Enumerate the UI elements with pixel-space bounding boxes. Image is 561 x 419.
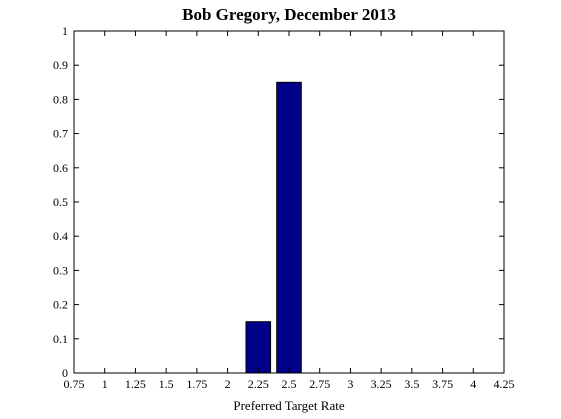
x-tick-label: 3.5: [404, 377, 419, 391]
y-tick-label: 0.6: [53, 161, 68, 175]
x-tick-label: 1.75: [186, 377, 207, 391]
y-tick-label: 0: [62, 366, 68, 380]
x-tick-label: 2: [225, 377, 231, 391]
x-tick-label: 2.5: [282, 377, 297, 391]
x-tick-label: 2.25: [248, 377, 269, 391]
y-tick-label: 0.3: [53, 263, 68, 277]
x-tick-label: 1.25: [125, 377, 146, 391]
x-tick-label: 3.75: [432, 377, 453, 391]
x-tick-label: 4: [470, 377, 476, 391]
x-axis-label: Preferred Target Rate: [233, 398, 344, 413]
bar-2.25: [245, 321, 272, 374]
x-tick-label: 3.25: [371, 377, 392, 391]
bar-2.5: [276, 81, 302, 374]
y-tick-label: 0.4: [53, 229, 68, 243]
y-tick-label: 0.9: [53, 58, 68, 72]
y-tick-label: 0.1: [53, 332, 68, 346]
x-tick-label: 1.5: [159, 377, 174, 391]
y-tick-label: 0.5: [53, 195, 68, 209]
x-tick-label: 0.75: [64, 377, 85, 391]
x-tick-label: 1: [102, 377, 108, 391]
x-tick-label: 4.25: [494, 377, 515, 391]
bars-group: [245, 81, 302, 374]
y-axis-ticks: 0 0.1 0.2 0.3 0.4 0.5 0.6 0.7 0.8 0.9 1: [53, 24, 504, 380]
chart-title: Bob Gregory, December 2013: [182, 5, 396, 24]
y-tick-label: 0.8: [53, 92, 68, 106]
x-tick-label: 2.75: [309, 377, 330, 391]
y-tick-label: 0.2: [53, 298, 68, 312]
x-axis-ticks: 0.75 1 1.25 1.5 1.75 2 2.25 2.5 2.75 3 3.25 3.5 3.75…: [64, 31, 515, 391]
x-tick-label: 3: [347, 377, 353, 391]
plot-area: 0.75 1 1.25 1.5 1.75 2 2.25 2.5 2.75 3 3.25 3.5 3.75…: [53, 24, 515, 391]
y-tick-label: 0.7: [53, 127, 68, 141]
y-tick-label: 1: [62, 24, 68, 38]
